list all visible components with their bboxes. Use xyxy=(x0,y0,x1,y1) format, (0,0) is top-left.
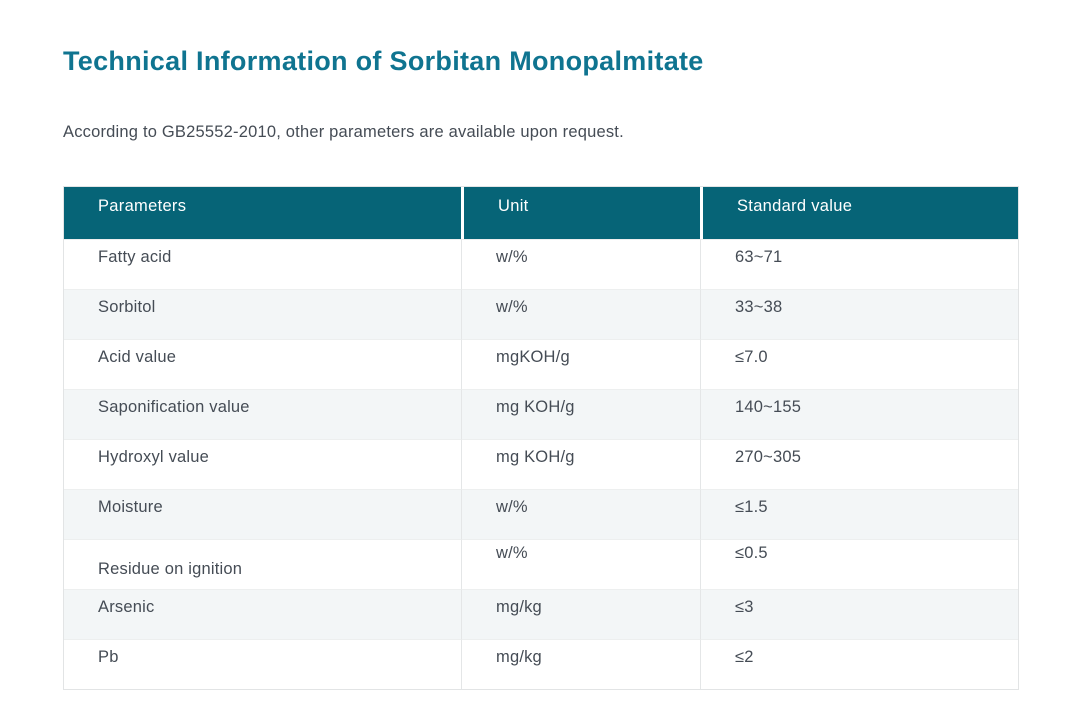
table-row: Pb mg/kg ≤2 xyxy=(64,639,1018,689)
cell-parameter: Moisture xyxy=(64,489,461,539)
cell-value: 33~38 xyxy=(700,289,1018,339)
cell-value: ≤0.5 xyxy=(700,539,1018,589)
cell-parameter: Acid value xyxy=(64,339,461,389)
cell-value: ≤2 xyxy=(700,639,1018,689)
cell-value: 63~71 xyxy=(700,239,1018,289)
table-row: Saponification value mg KOH/g 140~155 xyxy=(64,389,1018,439)
cell-unit: mg KOH/g xyxy=(461,389,700,439)
cell-parameter: Residue on ignition xyxy=(64,539,461,589)
table-body: Fatty acid w/% 63~71 Sorbitol w/% 33~38 Acid v… xyxy=(64,239,1018,689)
page-title: Technical Information of Sorbitan Monopa… xyxy=(63,46,704,76)
table-header: Parameters Unit Standard value xyxy=(64,187,1018,239)
cell-unit: w/% xyxy=(461,539,700,589)
cell-value: ≤7.0 xyxy=(700,339,1018,389)
cell-value: 140~155 xyxy=(700,389,1018,439)
table-header-row: Parameters Unit Standard value xyxy=(64,187,1018,239)
cell-unit: w/% xyxy=(461,239,700,289)
table-row: Acid value mgKOH/g ≤7.0 xyxy=(64,339,1018,389)
table-row: Hydroxyl value mg KOH/g 270~305 xyxy=(64,439,1018,489)
table-row: Arsenic mg/kg ≤3 xyxy=(64,589,1018,639)
content-section: Technical Information of Sorbitan Monopa… xyxy=(63,46,1019,690)
cell-parameter: Fatty acid xyxy=(64,239,461,289)
cell-unit: mgKOH/g xyxy=(461,339,700,389)
cell-unit: mg/kg xyxy=(461,589,700,639)
cell-parameter: Sorbitol xyxy=(64,289,461,339)
column-header-standard-value: Standard value xyxy=(700,187,1018,239)
cell-parameter: Saponification value xyxy=(64,389,461,439)
table-row: Moisture w/% ≤1.5 xyxy=(64,489,1018,539)
cell-value: ≤3 xyxy=(700,589,1018,639)
cell-value: 270~305 xyxy=(700,439,1018,489)
cell-unit: mg/kg xyxy=(461,639,700,689)
cell-parameter: Pb xyxy=(64,639,461,689)
table-row: Fatty acid w/% 63~71 xyxy=(64,239,1018,289)
table-row: Sorbitol w/% 33~38 xyxy=(64,289,1018,339)
cell-unit: w/% xyxy=(461,289,700,339)
cell-parameter: Hydroxyl value xyxy=(64,439,461,489)
table-row: Residue on ignition w/% ≤0.5 xyxy=(64,539,1018,589)
column-header-unit: Unit xyxy=(461,187,700,239)
cell-value: ≤1.5 xyxy=(700,489,1018,539)
page-subtitle: According to GB25552-2010, other paramet… xyxy=(63,123,624,141)
cell-parameter: Arsenic xyxy=(64,589,461,639)
cell-unit: w/% xyxy=(461,489,700,539)
technical-spec-table: Parameters Unit Standard value Fatty acid w… xyxy=(63,186,1019,690)
cell-unit: mg KOH/g xyxy=(461,439,700,489)
column-header-parameters: Parameters xyxy=(64,187,461,239)
